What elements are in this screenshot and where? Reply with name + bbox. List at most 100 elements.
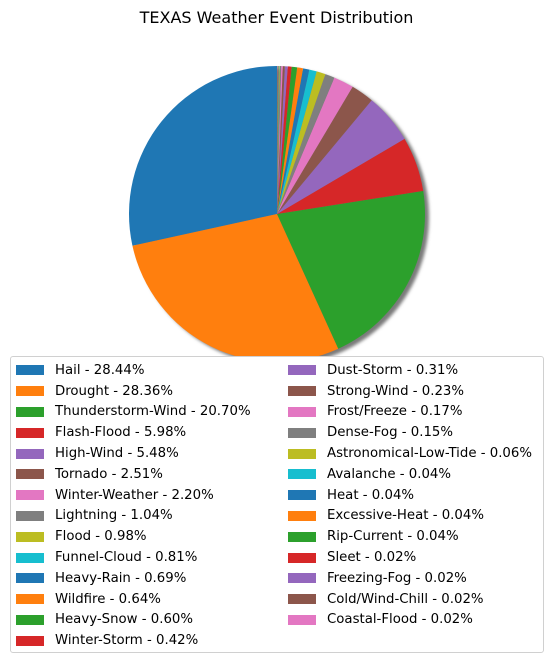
pie-slice-6 [277,77,353,214]
pie-slice-7 [277,74,335,214]
legend-swatch [16,406,44,417]
legend-swatch [288,448,316,459]
pie-slice-19 [277,66,280,215]
legend-column-right: Dust-Storm - 0.31% Strong-Wind - 0.23% Fro… [288,360,532,630]
legend-label: Freezing-Fog - 0.02% [327,570,467,586]
pie-slice-1 [132,214,339,360]
legend-swatch [288,594,316,605]
legend-swatch [16,365,44,376]
legend-label: Astronomical-Low-Tide - 0.06% [327,446,532,462]
legend-item: Freezing-Fog - 0.02% [288,568,532,589]
legend-item: Tornado - 2.51% [16,464,251,485]
legend: Hail - 28.44% Drought - 28.36% Thunderstor… [10,356,544,653]
legend-item: Flash-Flood - 5.98% [16,422,251,443]
legend-item: Rip-Current - 0.04% [288,526,532,547]
legend-label: Heavy-Snow - 0.60% [55,612,194,628]
legend-label: Dense-Fog - 0.15% [327,425,453,441]
legend-swatch [288,427,316,438]
legend-swatch [288,490,316,501]
legend-swatch [16,427,44,438]
legend-item: High-Wind - 5.48% [16,443,251,464]
pie-slice-17 [277,66,282,214]
legend-swatch [16,552,44,563]
legend-label: Tornado - 2.51% [55,466,163,482]
legend-label: Wildfire - 0.64% [55,591,161,607]
legend-item: Winter-Storm - 0.42% [16,630,251,651]
legend-swatch [288,531,316,542]
pie-slice-16 [277,66,283,215]
legend-item: Avalanche - 0.04% [288,464,532,485]
legend-label: Hail - 28.44% [55,362,145,378]
legend-item: Funnel-Cloud - 0.81% [16,547,251,568]
legend-item: Excessive-Heat - 0.04% [288,506,532,527]
legend-item: Winter-Weather - 2.20% [16,485,251,506]
legend-label: Winter-Storm - 0.42% [55,633,199,649]
legend-label: High-Wind - 5.48% [55,446,179,462]
legend-item: Heavy-Rain - 0.69% [16,568,251,589]
pie-slice-13 [277,66,292,214]
legend-swatch [288,510,316,521]
legend-item: Wildfire - 0.64% [16,589,251,610]
pie-chart [128,65,429,360]
legend-item: Frost/Freeze - 0.17% [288,402,532,423]
legend-item: Thunderstorm-Wind - 20.70% [16,402,251,423]
legend-swatch [16,531,44,542]
pie-slice-3 [277,138,424,214]
legend-swatch [16,469,44,480]
legend-swatch [16,510,44,521]
pie-slice-0 [128,66,277,246]
pie-slice-9 [277,69,317,214]
legend-item: Hail - 28.44% [16,360,251,381]
legend-label: Winter-Weather - 2.20% [55,487,214,503]
pie-slice-23 [277,66,278,214]
pie-slice-21 [277,66,279,214]
legend-label: Dust-Storm - 0.31% [327,362,459,378]
legend-item: Flood - 0.98% [16,526,251,547]
legend-item: Astronomical-Low-Tide - 0.06% [288,443,532,464]
pie-slice-8 [277,71,326,214]
legend-label: Cold/Wind-Chill - 0.02% [327,591,484,607]
pie-slice-4 [277,100,405,214]
pie-slice-2 [277,190,425,349]
pie-slices [128,65,425,360]
legend-swatch [288,614,316,625]
legend-label: Heat - 0.04% [327,487,415,503]
legend-swatch [16,490,44,501]
legend-label: Heavy-Rain - 0.69% [55,570,187,586]
legend-item: Cold/Wind-Chill - 0.02% [288,589,532,610]
legend-label: Thunderstorm-Wind - 20.70% [55,404,251,420]
legend-swatch [288,573,316,584]
legend-label: Coastal-Flood - 0.02% [327,612,473,628]
legend-item: Coastal-Flood - 0.02% [288,610,532,631]
pie-slice-15 [277,66,285,214]
legend-item: Lightning - 1.04% [16,506,251,527]
legend-item: Drought - 28.36% [16,381,251,402]
legend-item: Heavy-Snow - 0.60% [16,610,251,631]
legend-item: Strong-Wind - 0.23% [288,381,532,402]
legend-swatch [288,386,316,397]
legend-item: Dense-Fog - 0.15% [288,422,532,443]
legend-label: Rip-Current - 0.04% [327,529,459,545]
legend-item: Heat - 0.04% [288,485,532,506]
legend-label: Avalanche - 0.04% [327,466,452,482]
pie-slice-14 [277,66,288,214]
legend-label: Flood - 0.98% [55,529,147,545]
legend-swatch [16,635,44,646]
legend-swatch [16,614,44,625]
pie-slice-18 [277,66,280,214]
pie-slice-11 [277,67,304,214]
legend-swatch [288,406,316,417]
legend-swatch [16,386,44,397]
legend-label: Flash-Flood - 5.98% [55,425,187,441]
legend-item: Sleet - 0.02% [288,547,532,568]
legend-swatch [288,365,316,376]
legend-swatch [16,573,44,584]
pie-slice-5 [277,86,372,214]
legend-swatch [16,594,44,605]
legend-swatch [288,552,316,563]
legend-label: Strong-Wind - 0.23% [327,383,465,399]
legend-label: Drought - 28.36% [55,383,174,399]
pie-slice-22 [277,66,279,214]
legend-label: Funnel-Cloud - 0.81% [55,550,198,566]
pie-slice-20 [277,66,279,214]
